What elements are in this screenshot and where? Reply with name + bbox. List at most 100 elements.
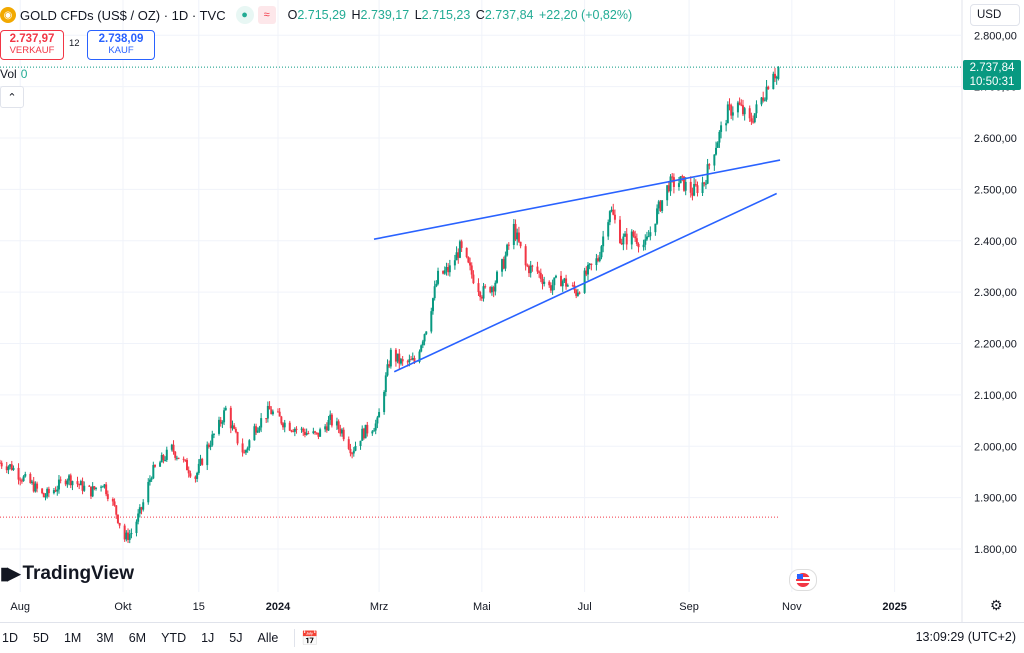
candle-body (479, 292, 482, 298)
timeframe-5d[interactable]: 5D (32, 631, 49, 645)
candle-body (598, 257, 601, 261)
candle-body (538, 271, 541, 273)
candle-body (602, 236, 605, 247)
candle-body (718, 131, 721, 143)
candle-body (337, 421, 340, 429)
x-tick-label: Okt (114, 601, 131, 613)
trendline-upper[interactable] (373, 159, 781, 240)
candle-body (256, 430, 259, 433)
buy-label: KAUF (108, 45, 134, 56)
candle-body (423, 334, 426, 342)
settings-gear-icon[interactable]: ⚙ (990, 597, 1003, 613)
candle-body (271, 411, 274, 415)
candle-body (777, 67, 780, 79)
timeframe-1j[interactable]: 1J (201, 631, 215, 645)
candle-body (362, 428, 365, 439)
price-chart[interactable]: 1.800,00 1.900,00 2.000,00 2.100,00 2.200,00… (0, 0, 1024, 622)
candle-body (371, 431, 374, 434)
candle-body (335, 421, 338, 426)
timeframe-1d[interactable]: 1D (2, 631, 18, 645)
candle-body (31, 481, 34, 483)
clock-readout[interactable]: 13:09:29 (UTC+2) (915, 630, 1016, 644)
candle-body (266, 405, 269, 419)
candle-body (300, 428, 303, 430)
candle-body (669, 176, 672, 192)
candle-body (773, 73, 776, 79)
candle-body (0, 462, 1, 464)
symbol-title[interactable]: GOLD CFDs (US$ / OZ) · 1D · TVC (20, 7, 226, 23)
candle-body (529, 265, 532, 274)
candle-body (233, 425, 236, 429)
candle-body (576, 292, 579, 296)
change-readout: +22,20 (+0,82%) (538, 8, 633, 22)
trendline-lower[interactable] (393, 192, 778, 373)
candle-body (467, 257, 470, 263)
date-range-calendar-icon[interactable]: 📅 (301, 629, 319, 646)
candle-body (389, 349, 392, 367)
candle-body (586, 264, 589, 275)
candle-body (484, 286, 487, 288)
candle-body (366, 424, 369, 434)
candle-body (470, 265, 473, 275)
x-tick-label: Jul (578, 601, 592, 613)
candle-body (767, 86, 770, 90)
candle-body (597, 258, 600, 261)
candle-body (128, 534, 131, 540)
candle-body (243, 452, 246, 454)
candle-body (351, 453, 354, 455)
candle-body (373, 430, 376, 432)
candle-body (588, 263, 591, 265)
candle-body (295, 428, 298, 430)
candle-body (224, 407, 227, 411)
currency-label: USD (977, 9, 1002, 21)
candle-body (59, 479, 62, 481)
candle-body (460, 241, 463, 248)
candle-body (125, 532, 128, 540)
candle-body (164, 459, 167, 461)
candle-body (624, 233, 627, 237)
candle-body (728, 104, 731, 106)
economic-events-flag-icon[interactable] (789, 569, 817, 591)
timeframe-5j[interactable]: 5J (229, 631, 243, 645)
candle-body (563, 278, 566, 282)
candle-body (292, 430, 295, 432)
tradingview-logo[interactable]: ▮▶ TradingView (0, 563, 134, 585)
sell-label: VERKAUF (9, 45, 55, 56)
candle-body (635, 238, 638, 244)
volume-legend[interactable]: Vol 0 (0, 67, 27, 81)
candle-body (693, 184, 696, 196)
timeframe-6m[interactable]: 6M (128, 631, 147, 645)
bottom-toolbar: 1D 5D 1M 3M 6M YTD 1J 5J Alle 📅 13:09:29 (UTC+2) (0, 622, 1024, 653)
candle-body (218, 419, 221, 434)
candle-body (236, 431, 239, 444)
candle-body (260, 418, 263, 428)
candle-body (378, 412, 381, 418)
market-open-icon[interactable]: ● (235, 6, 254, 24)
buy-button[interactable]: 2.738,09 KAUF (87, 30, 155, 60)
candle-body (443, 270, 446, 274)
candle-body (91, 486, 94, 497)
timeframe-ytd[interactable]: YTD (161, 631, 187, 645)
chart-header: ◉ GOLD CFDs (US$ / OZ) · 1D · TVC ● ≈ O2… (0, 4, 634, 26)
candle-body (255, 426, 258, 433)
candle-body (666, 185, 669, 201)
collapse-legend-button[interactable]: ⌃ (0, 86, 24, 108)
candle-body (89, 486, 92, 497)
candle-body (199, 458, 202, 464)
y-tick-label: 2.200,00 (974, 339, 1017, 351)
sell-button[interactable]: 2.737,97 VERKAUF (0, 30, 64, 60)
candle-body (447, 267, 450, 273)
candle-body (186, 459, 189, 471)
candle-body (206, 444, 209, 466)
candle-body (618, 219, 621, 243)
timeframe-alle[interactable]: Alle (257, 631, 279, 645)
candle-body (253, 426, 256, 441)
candle-body (115, 505, 118, 515)
timeframe-1m[interactable]: 1M (63, 631, 82, 645)
gold-coin-icon: ◉ (0, 7, 16, 23)
y-tick-label: 1.800,00 (974, 544, 1017, 556)
compare-icon[interactable]: ≈ (257, 6, 276, 24)
currency-selector[interactable]: USD (970, 4, 1020, 26)
candle-body (211, 434, 214, 446)
timeframe-3m[interactable]: 3M (96, 631, 114, 645)
